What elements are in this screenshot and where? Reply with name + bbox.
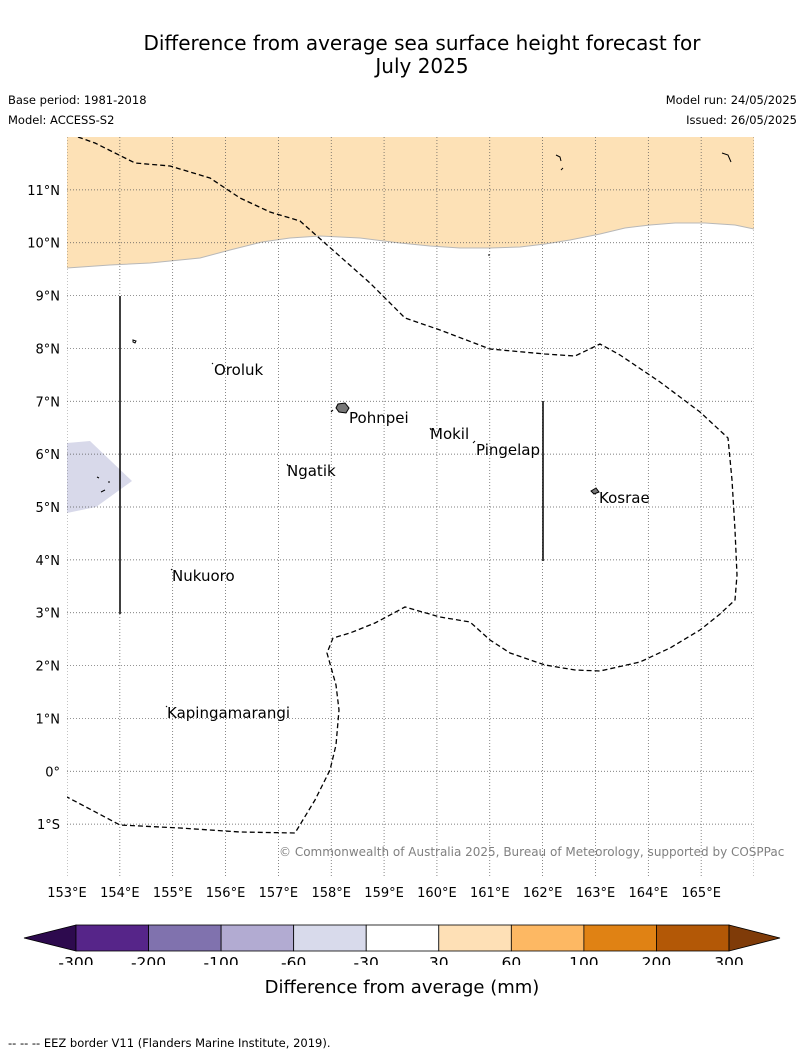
island-pohnpei	[335, 402, 350, 414]
title-line-2: July 2025	[375, 54, 469, 78]
place-label-mokil: Mokil	[430, 425, 469, 443]
colorbar-tick-label: 300	[714, 954, 744, 965]
colorbar-tick-label: 60	[501, 954, 521, 965]
colorbar-tick-label: -100	[204, 954, 239, 965]
title-line-1: Difference from average sea surface heig…	[143, 31, 701, 55]
lat-tick-label: 7°N	[36, 395, 61, 410]
anomaly-region-positive-edge	[67, 222, 754, 269]
lon-tick-label: 162°E	[523, 886, 563, 901]
colorbar-block	[75, 924, 149, 952]
latitude-tick-labels: 11°N 10°N 9°N 8°N 7°N 6°N 5°N 4°N 3°N 2°N 1°N 0° 1°S	[27, 184, 60, 833]
anomaly-region-negative	[67, 441, 132, 513]
lat-tick-label: 8°N	[36, 342, 61, 357]
lon-tick-label: 154°E	[100, 886, 140, 901]
issued-text: Issued: 26/05/2025	[686, 113, 797, 127]
colorbar-tick-label: -30	[354, 954, 379, 965]
map-gridlines	[67, 137, 754, 877]
longitude-tick-labels: 153°E 154°E 155°E 156°E 157°E 158°E 159°E 160°E…	[47, 886, 721, 901]
lon-tick-label: 156°E	[206, 886, 246, 901]
lon-tick-label: 165°E	[681, 886, 721, 901]
place-label-ngatik: Ngatik	[287, 462, 336, 480]
place-label-nukuoro: Nukuoro	[172, 567, 235, 585]
lat-tick-label: 10°N	[27, 237, 60, 252]
colorbar-extend-min	[23, 924, 77, 952]
place-label-pingelap: Pingelap	[476, 441, 540, 459]
island-kosrae	[590, 487, 600, 495]
colorbar-tick-label: 100	[569, 954, 599, 965]
colorbar-tick-labels: -300 -200 -100 -60 -30 30 60 100 200 300	[58, 954, 743, 965]
place-labels: Oroluk Pohnpei Mokil Pingelap Ngatik Kos…	[167, 361, 650, 722]
lon-tick-label: 155°E	[153, 886, 193, 901]
model-text: Model: ACCESS-S2	[8, 113, 115, 127]
eez-border-north	[67, 137, 738, 834]
place-label-pohnpei: Pohnpei	[349, 409, 409, 427]
map-plot-area: Oroluk Pohnpei Mokil Pingelap Ngatik Kos…	[67, 137, 754, 877]
lon-tick-label: 157°E	[259, 886, 299, 901]
colorbar-extend-max	[728, 924, 781, 952]
colorbar-tick-label: -300	[58, 954, 93, 965]
lon-tick-label: 164°E	[629, 886, 669, 901]
colorbar-block	[148, 924, 222, 952]
lat-tick-label: 2°N	[36, 660, 61, 675]
copyright-notice: © Commonwealth of Australia 2025, Bureau…	[279, 845, 785, 859]
lat-tick-label: 5°N	[36, 501, 61, 516]
colorbar-title: Difference from average (mm)	[264, 977, 540, 998]
lon-tick-label: 153°E	[47, 886, 87, 901]
lon-tick-label: 158°E	[311, 886, 351, 901]
colorbar-block	[656, 924, 730, 952]
chart-title: Difference from average sea surface heig…	[0, 32, 804, 78]
colorbar-tick-label: 200	[642, 954, 672, 965]
colorbar-block	[510, 924, 585, 952]
anomaly-region-positive	[67, 137, 754, 268]
lat-tick-label: 9°N	[36, 290, 61, 305]
colorbar-block	[438, 924, 512, 952]
colorbar-block	[293, 924, 367, 952]
map: Oroluk Pohnpei Mokil Pingelap Ngatik Kos…	[27, 137, 754, 901]
colorbar-blocks	[23, 924, 781, 952]
minor-islets	[96, 152, 732, 708]
colorbar-block	[220, 924, 295, 952]
place-label-kosrae: Kosrae	[599, 489, 650, 507]
lon-tick-label: 160°E	[417, 886, 457, 901]
lat-tick-label: 6°N	[36, 448, 61, 463]
lat-tick-label: 3°N	[36, 607, 61, 622]
lat-tick-label: 11°N	[27, 184, 60, 199]
colorbar-tick-label: 30	[429, 954, 449, 965]
eez-footnote: -- -- -- EEZ border V11 (Flanders Marine…	[8, 1036, 331, 1050]
colorbar: -300 -200 -100 -60 -30 30 60 100 200 300	[23, 924, 781, 965]
lat-tick-label: 1°S	[37, 818, 60, 833]
lon-tick-label: 163°E	[576, 886, 616, 901]
lat-tick-label: 4°N	[36, 554, 61, 569]
place-label-oroluk: Oroluk	[214, 361, 263, 379]
lon-tick-label: 161°E	[470, 886, 510, 901]
lat-tick-label: 1°N	[36, 712, 61, 727]
colorbar-block	[365, 924, 440, 952]
place-label-kapingamarangi: Kapingamarangi	[167, 704, 290, 722]
lon-tick-label: 159°E	[364, 886, 404, 901]
lat-tick-label: 0°	[45, 765, 60, 780]
colorbar-tick-label: -60	[281, 954, 306, 965]
colorbar-block	[583, 924, 657, 952]
base-period-text: Base period: 1981-2018	[8, 93, 147, 107]
model-run-text: Model run: 24/05/2025	[665, 93, 797, 107]
colorbar-tick-label: -200	[131, 954, 166, 965]
